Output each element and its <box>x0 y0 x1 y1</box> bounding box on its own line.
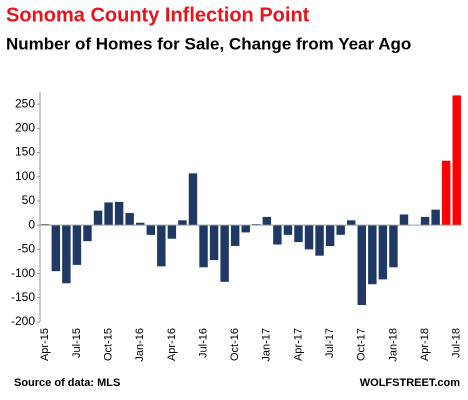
bar <box>167 225 177 239</box>
x-tick-label: Jan-16 <box>134 328 146 362</box>
bar <box>294 225 303 243</box>
chart-title: Sonoma County Inflection Point <box>6 4 310 26</box>
bar <box>325 225 335 246</box>
x-tick-label: Jul-15 <box>71 328 83 358</box>
y-tick-label: -50 <box>18 242 36 256</box>
bar <box>72 225 82 265</box>
bar <box>93 210 103 226</box>
x-tick-label: Apr-18 <box>419 328 431 361</box>
bar <box>51 225 61 272</box>
y-tick-label: 50 <box>22 193 36 207</box>
bar <box>452 95 461 226</box>
y-tick-label: 250 <box>15 96 35 110</box>
x-tick-label: Oct-17 <box>356 328 368 361</box>
x-tick-label: Jul-16 <box>197 328 209 358</box>
bar <box>283 225 293 235</box>
x-tick-label: Jan-18 <box>387 328 399 362</box>
bar <box>336 225 345 235</box>
bar <box>357 225 366 306</box>
bar <box>125 213 134 226</box>
y-tick-label: 0 <box>28 217 35 231</box>
bar <box>104 202 113 226</box>
bar <box>262 216 272 226</box>
y-tick-label: 200 <box>15 120 35 134</box>
bar <box>389 225 398 268</box>
bar <box>273 225 282 245</box>
y-tick-label: 100 <box>15 169 35 183</box>
x-tick-label: Apr-17 <box>292 328 304 361</box>
bar <box>146 225 155 235</box>
y-tick-label: -150 <box>11 290 35 304</box>
bar <box>368 225 377 285</box>
bar <box>136 222 145 226</box>
bar <box>304 225 314 250</box>
bar <box>220 225 229 282</box>
bar <box>241 225 250 233</box>
bar <box>83 225 92 242</box>
bar <box>199 225 208 268</box>
bar <box>431 209 440 226</box>
x-tick-label: Apr-15 <box>39 328 51 361</box>
bar <box>315 225 324 256</box>
x-tick-label: Jul-17 <box>324 328 336 358</box>
bar <box>399 214 409 226</box>
bar <box>62 225 71 284</box>
x-tick-label: Jul-18 <box>451 328 463 358</box>
chart-subtitle: Number of Homes for Sale, Change from Ye… <box>6 34 411 53</box>
bar <box>188 173 198 226</box>
bar <box>347 220 356 226</box>
bar <box>157 225 166 267</box>
x-tick-label: Oct-16 <box>229 328 241 361</box>
y-tick-label: 150 <box>15 145 35 159</box>
bar <box>209 225 219 261</box>
source: Source of data: MLS <box>14 377 120 389</box>
bar <box>378 225 388 280</box>
brand: WOLFSTREET.com <box>360 377 460 389</box>
bar <box>441 160 451 226</box>
bar <box>230 225 240 246</box>
bar <box>420 216 430 226</box>
x-tick-label: Apr-16 <box>166 328 178 361</box>
x-tick-label: Oct-15 <box>102 328 114 361</box>
bar <box>114 201 124 226</box>
y-tick-label: -200 <box>11 314 35 328</box>
x-tick-label: Jan-17 <box>261 328 273 362</box>
bar <box>178 220 187 226</box>
y-tick-label: -100 <box>11 266 35 280</box>
